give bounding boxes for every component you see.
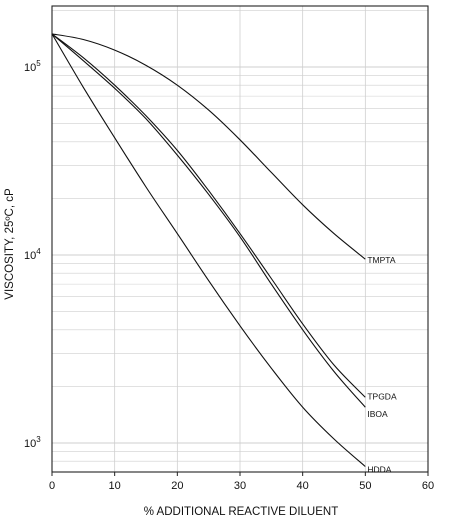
y-tick-label: 105 — [24, 59, 41, 74]
series-line-tmpta — [51, 33, 366, 260]
x-tick-label: 10 — [109, 480, 121, 492]
x-tick-label: 60 — [422, 480, 434, 492]
series-label-tpgda: TPGDA — [367, 391, 397, 401]
x-tick-label: 20 — [171, 480, 183, 492]
x-tick-label: 50 — [359, 480, 371, 492]
series-group — [51, 33, 366, 467]
series-label-hdda: HDDA — [367, 464, 391, 474]
y-tick-label: 103 — [24, 435, 41, 450]
grid — [51, 6, 429, 473]
x-tick-label: 40 — [297, 480, 309, 492]
series-label-tmpta: TMPTA — [367, 255, 396, 265]
series-label-iboa: IBOA — [367, 409, 388, 419]
labels: 0 10 20 30 40 50 60 105 104 103 TMPTA TPGDA IBOA HDDA — [24, 59, 434, 492]
y-axis-label: VISCOSITY, 25ºC, cP — [4, 188, 16, 300]
series-line-iboa — [51, 33, 366, 408]
series-line-hdda — [51, 33, 366, 467]
x-tick-label: 0 — [49, 480, 55, 492]
series-line-tpgda — [51, 33, 366, 398]
axes — [51, 5, 429, 476]
x-axis-label: % ADDITIONAL REACTIVE DILUENT — [144, 506, 338, 518]
x-tick-label: 30 — [234, 480, 246, 492]
y-tick-label: 104 — [24, 247, 41, 262]
